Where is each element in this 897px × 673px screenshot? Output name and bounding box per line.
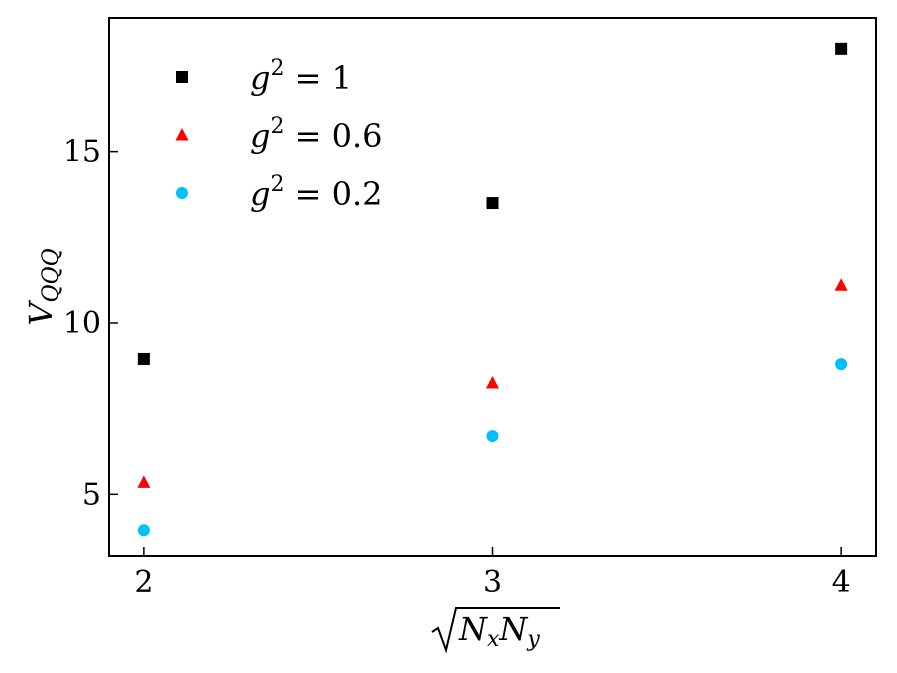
data-point-square — [486, 197, 499, 210]
data-point-triangle — [137, 475, 151, 488]
y-tick-label: 15 — [63, 135, 101, 170]
data-point-square — [835, 42, 848, 55]
x-axis-ticks: 2 3 4 — [134, 547, 851, 600]
legend: g2 = 1 g2 = 0.6 g2 = 0.2 — [175, 56, 383, 213]
legend-label: g2 = 0.2 — [250, 172, 383, 213]
plot-frame — [108, 17, 877, 557]
legend-marker-triangle — [175, 128, 189, 141]
data-point-circle — [486, 430, 499, 443]
x-tick-label: 3 — [483, 565, 502, 600]
y-tick-label: 5 — [82, 477, 101, 512]
x-axis-label-text: NxNy — [458, 610, 540, 652]
x-tick-label: 4 — [832, 565, 851, 600]
y-axis-ticks: 5 10 15 — [63, 135, 118, 512]
data-point-triangle — [486, 375, 499, 389]
data-point-circle — [137, 524, 150, 537]
data-point-triangle — [834, 278, 848, 291]
data-markers — [137, 42, 848, 537]
legend-label: g2 = 1 — [250, 56, 352, 97]
legend-marker-square — [176, 71, 188, 83]
legend-label: g2 = 0.6 — [250, 114, 383, 155]
data-point-square — [137, 352, 150, 365]
y-tick-label: 10 — [63, 306, 101, 341]
y-axis-label: VQQQ — [22, 248, 64, 325]
x-axis-label-radical — [431, 607, 560, 654]
legend-marker-circle — [176, 187, 188, 199]
data-point-circle — [835, 358, 848, 371]
x-tick-label: 2 — [134, 565, 153, 600]
x-axis-label: NxNy — [431, 607, 560, 654]
